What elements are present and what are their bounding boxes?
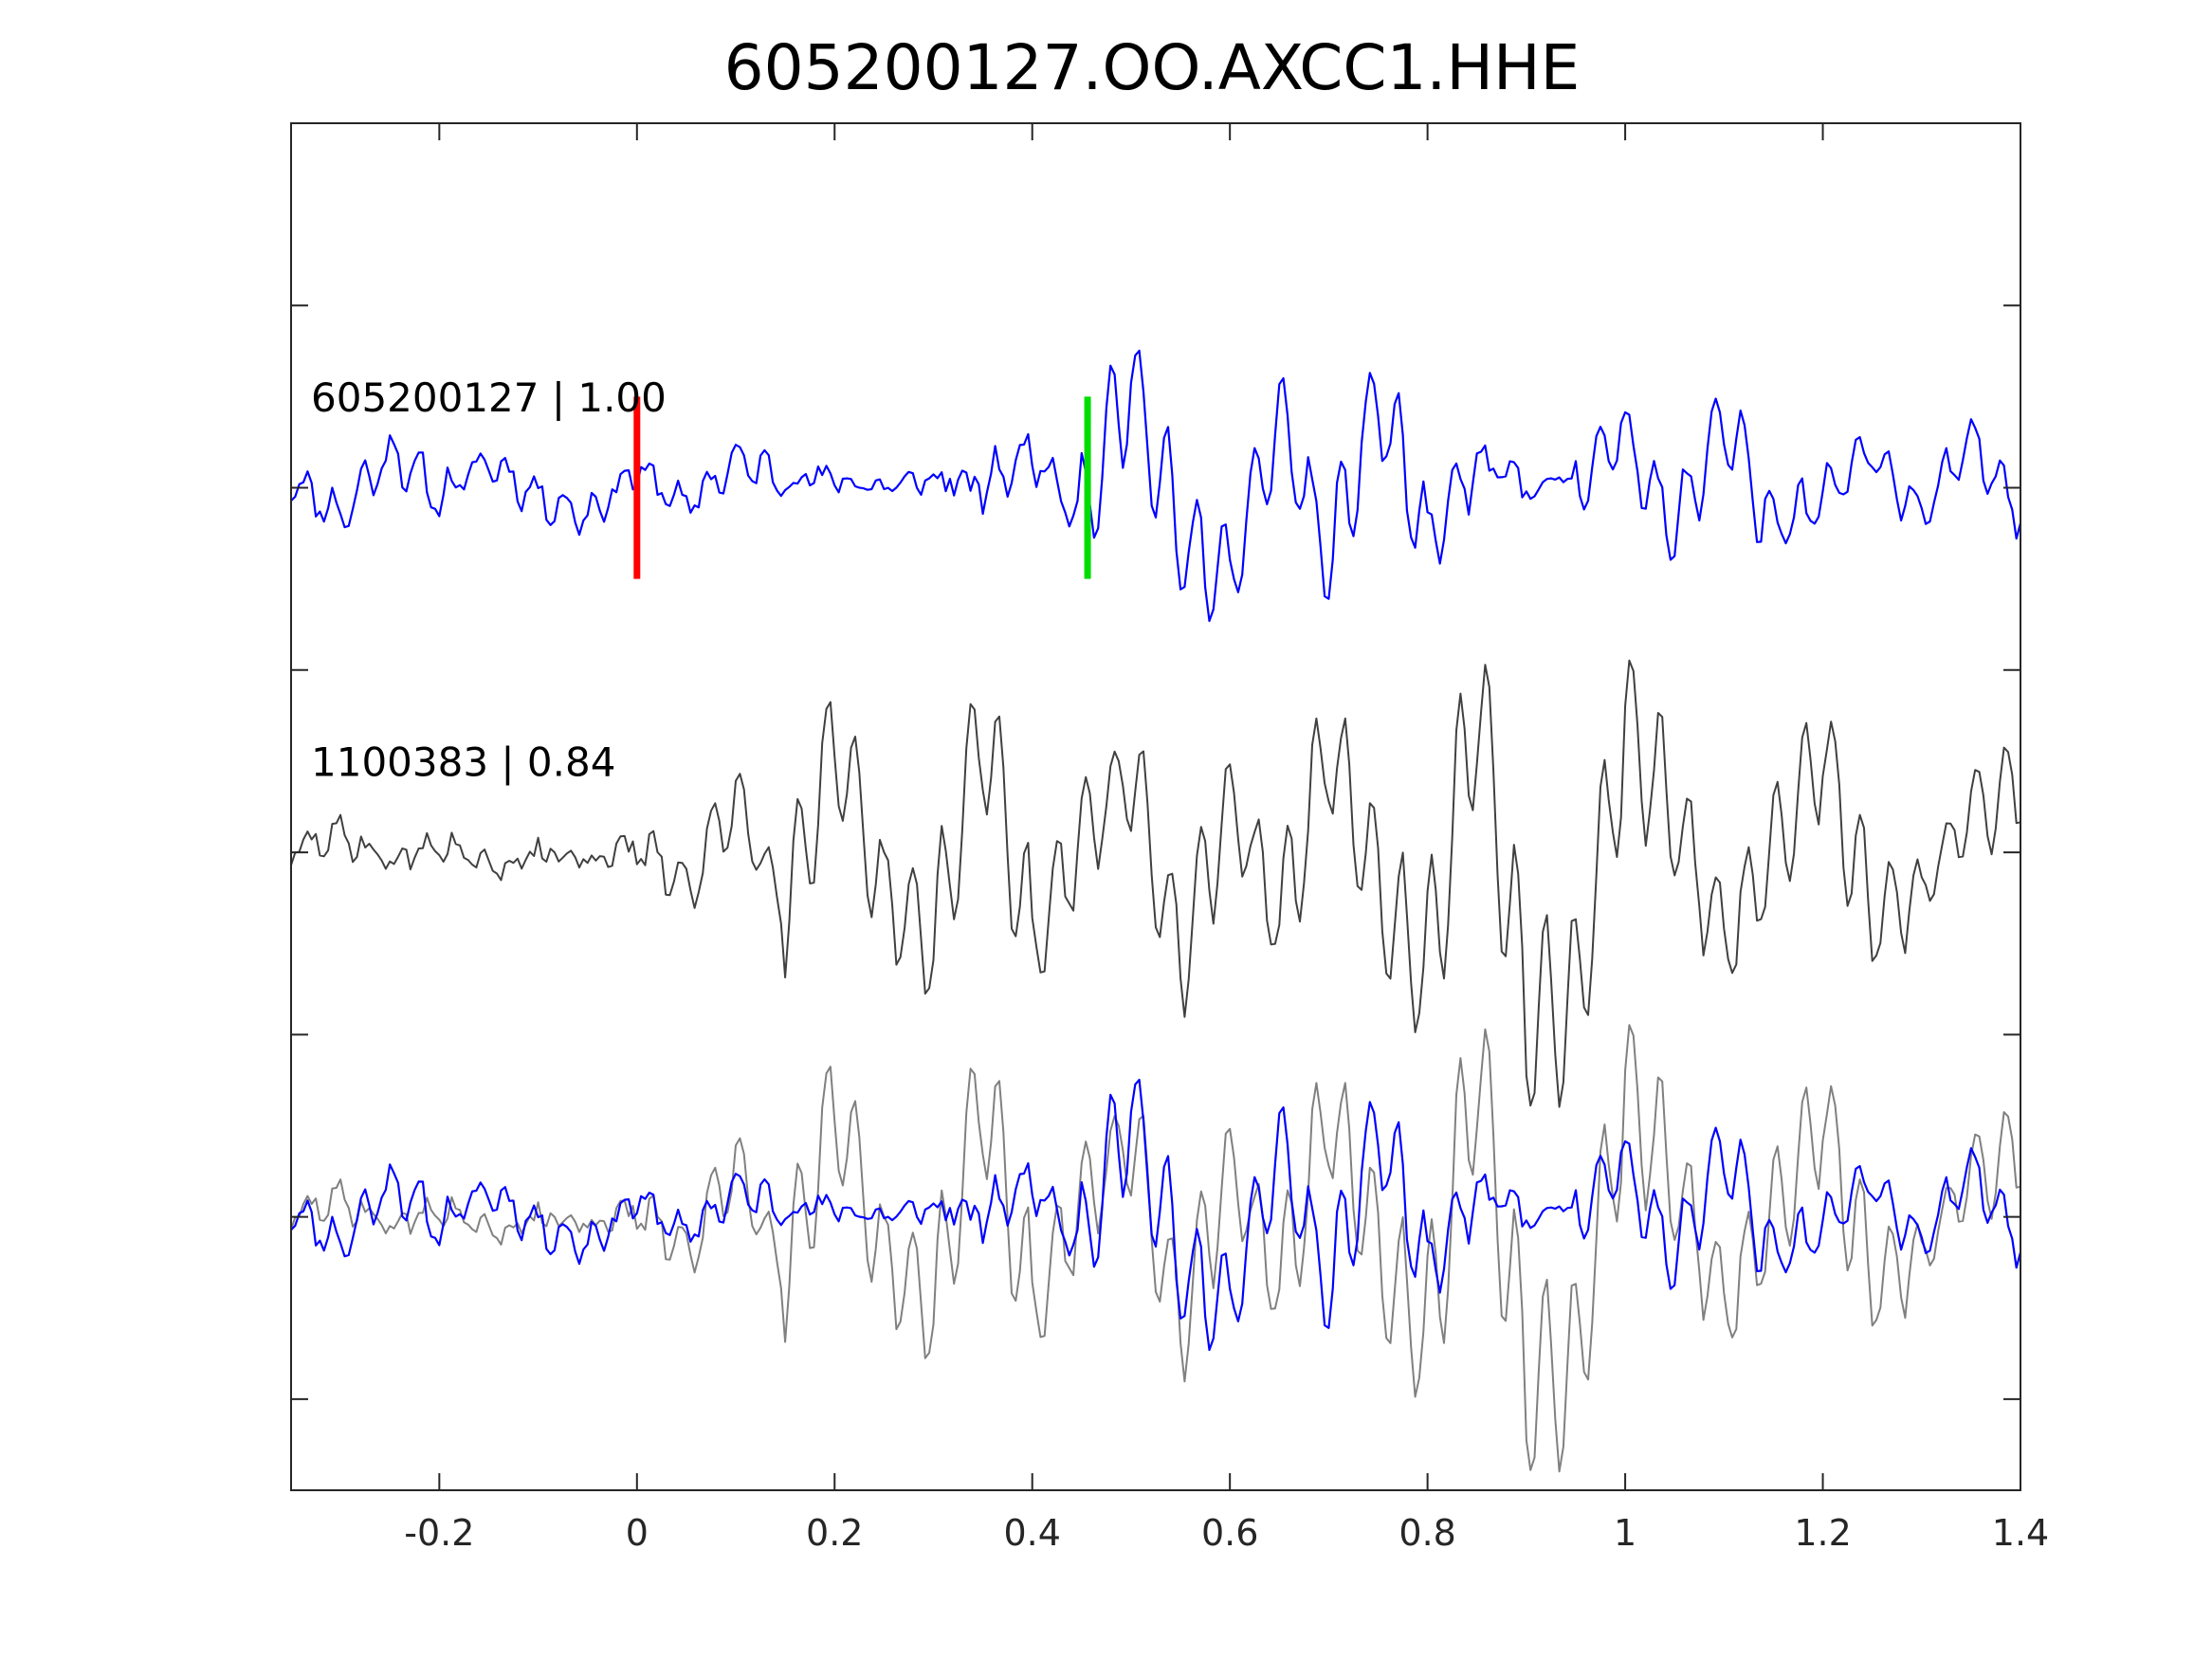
x-tick-label: 0.4 [1003, 1512, 1060, 1554]
traces-layer [291, 349, 2020, 1473]
x-tick-label: 1 [1614, 1512, 1636, 1554]
chart-title: 605200127.OO.AXCC1.HHE [724, 31, 1581, 104]
trace-line-4 [291, 1078, 2020, 1352]
axes-box [290, 122, 2021, 1491]
x-tick-label: -0.2 [404, 1512, 474, 1554]
x-tick-label: 0 [626, 1512, 649, 1554]
x-tick-label: 0.2 [806, 1512, 863, 1554]
trace-labels: 605200127 | 1.00 1100383 | 0.84 [311, 374, 667, 786]
x-tick-label: 0.8 [1398, 1512, 1455, 1554]
trace-label: 605200127 | 1.00 [311, 374, 667, 421]
trace-label: 1100383 | 0.84 [311, 738, 615, 785]
picks-layer [633, 396, 1091, 579]
x-axis-ticks: -0.2 0 0.2 0.4 0.6 0.8 1 1.2 1.4 [404, 123, 2049, 1554]
trace-line-1 [291, 349, 2020, 623]
trace-line-3 [291, 1024, 2020, 1473]
x-tick-label: 1.2 [1794, 1512, 1851, 1554]
x-tick-label: 0.6 [1201, 1512, 1258, 1554]
trace-line-2 [291, 659, 2020, 1108]
x-tick-label: 1.4 [1992, 1512, 2049, 1554]
axes-frame [290, 122, 2021, 1491]
